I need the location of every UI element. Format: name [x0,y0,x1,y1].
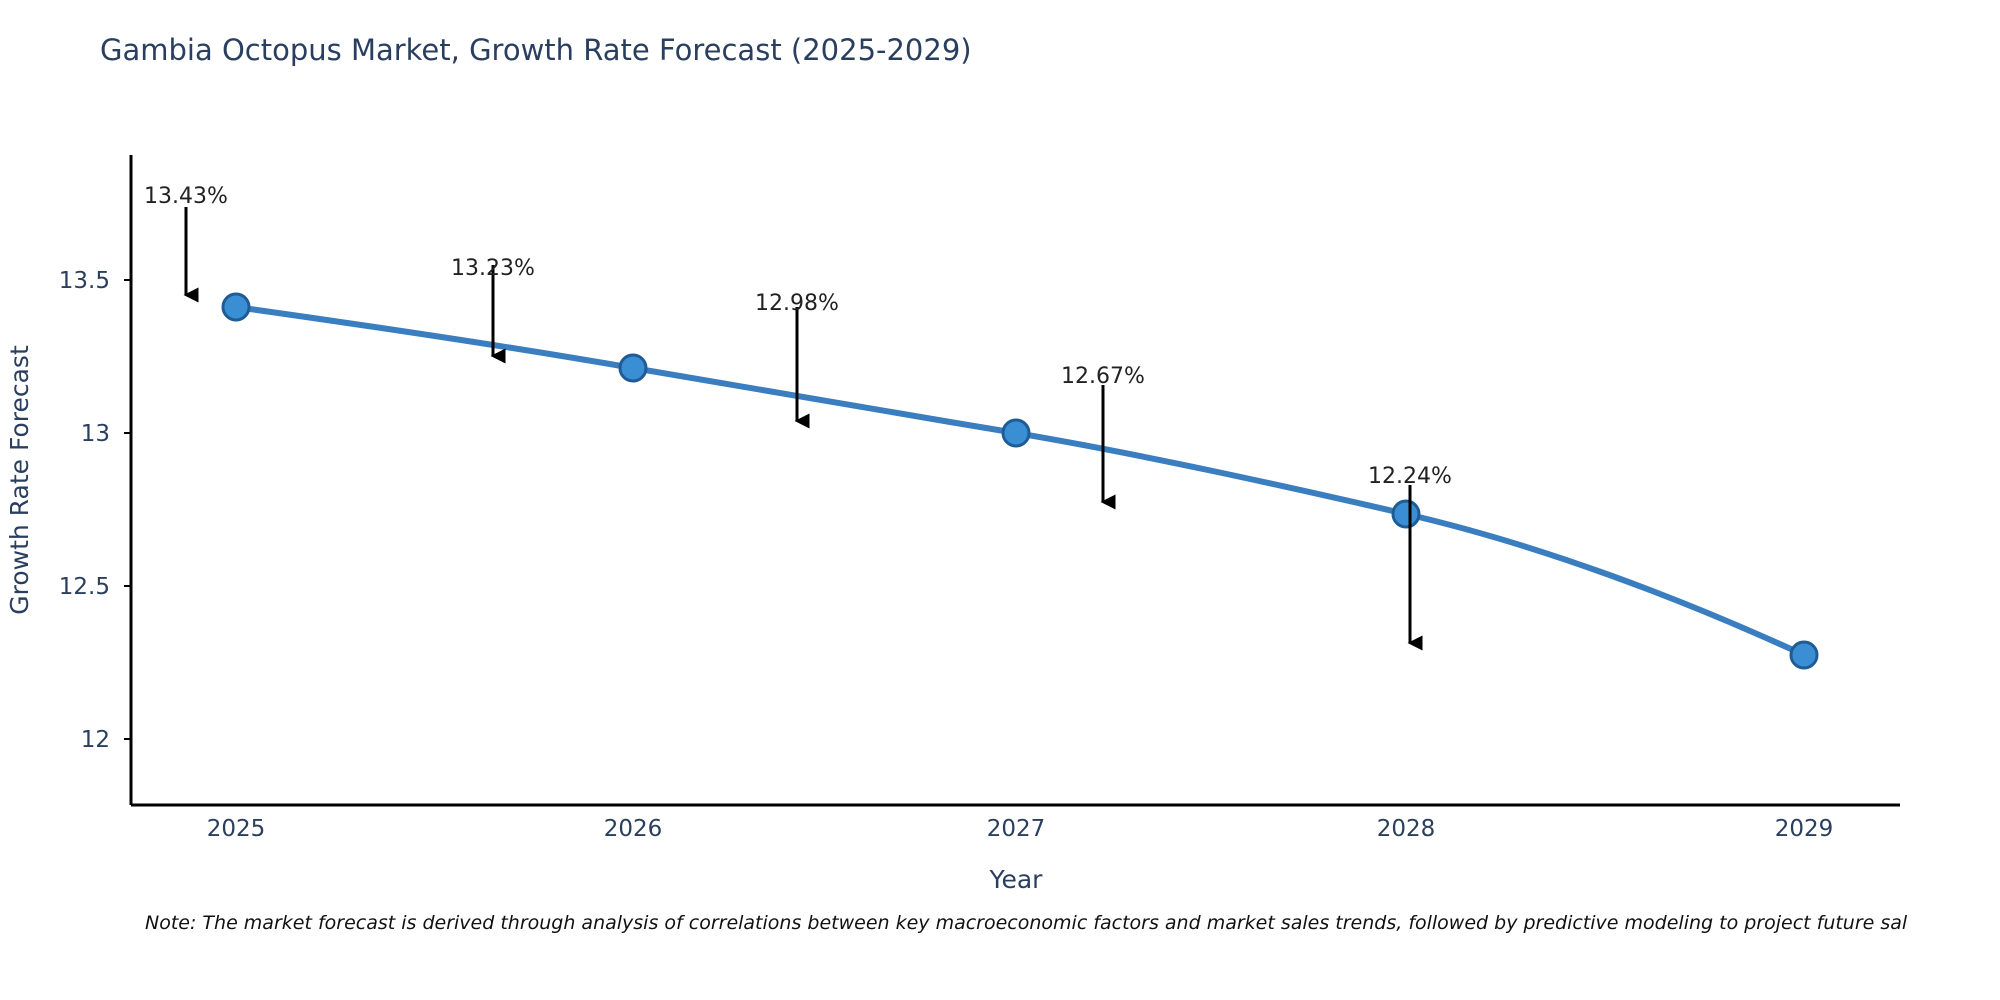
x-tick-label-2029: 2029 [1775,816,1834,842]
annotation-arrows [183,207,1423,651]
x-tick-label-2028: 2028 [1377,816,1436,842]
data-point-2028[interactable] [1391,499,1421,529]
x-tick-label-2025: 2025 [207,816,266,842]
x-tick-label-2026: 2026 [604,816,663,842]
y-axis-title: Growth Rate Forecast [5,345,34,615]
chart-footnote: Note: The market forecast is derived thr… [145,912,1908,934]
y-tick-label-3: 12 [81,727,110,753]
data-point-2025[interactable] [221,292,251,322]
y-tick-marks [124,279,131,740]
chart-title: Gambia Octopus Market, Growth Rate Forec… [100,33,972,67]
point-label-2027: 12.98% [755,291,839,316]
point-label-2025: 13.43% [144,184,228,209]
data-point-2027[interactable] [1001,418,1031,448]
data-point-2026[interactable] [618,353,648,383]
y-tick-label-1: 13 [81,421,110,447]
point-label-2028: 12.67% [1061,364,1145,389]
data-series-line [233,304,1807,658]
point-label-2026: 13.23% [451,256,535,281]
data-point-2029[interactable] [1789,640,1819,670]
point-label-2029: 12.24% [1368,464,1452,489]
x-tick-label-2027: 2027 [987,816,1046,842]
data-markers [221,292,1819,670]
y-tick-label-2: 12.5 [59,574,110,600]
x-axis-title: Year [989,865,1044,894]
y-tick-label-0: 13.5 [59,268,110,294]
